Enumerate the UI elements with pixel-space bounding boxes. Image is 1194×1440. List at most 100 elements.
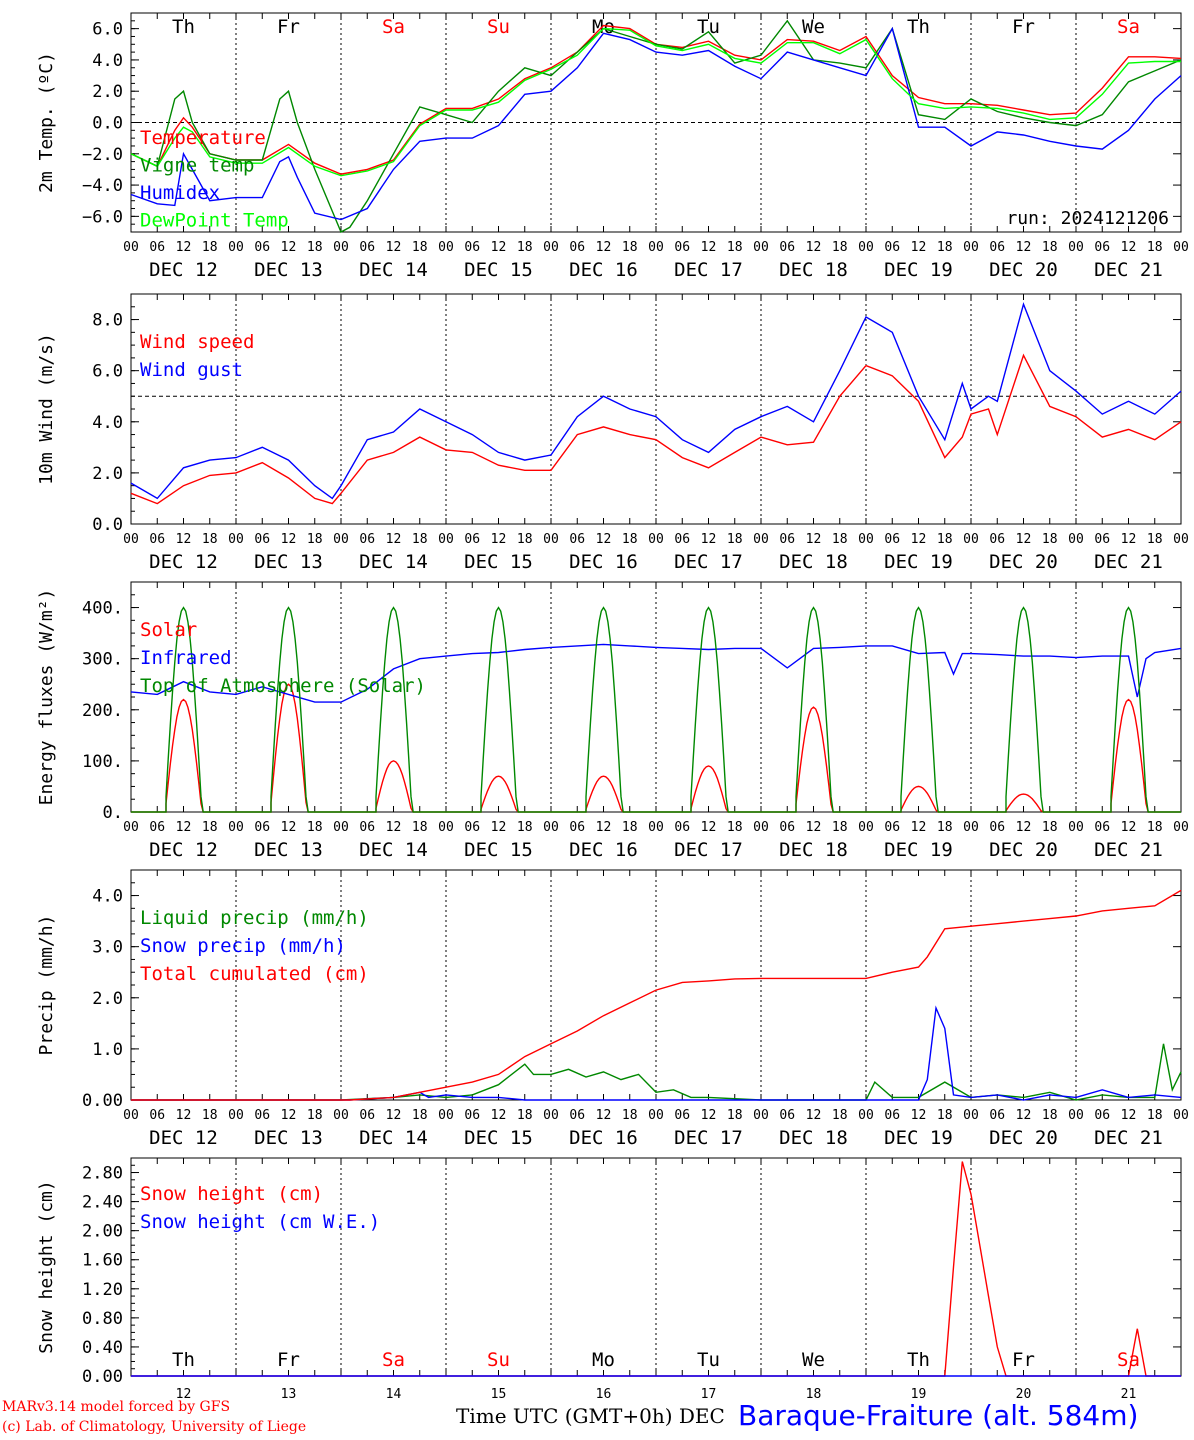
hour-tick-label: 00 (858, 820, 874, 835)
date-label: DEC 15 (464, 551, 533, 573)
hour-tick-label: 06 (674, 240, 690, 255)
hour-tick-label: 00 (1068, 1108, 1084, 1123)
hour-tick-label: 12 (911, 820, 927, 835)
hour-tick-label: 06 (989, 240, 1005, 255)
hour-tick-label: 06 (884, 532, 900, 547)
y-tick-label: 400. (82, 599, 123, 619)
hour-tick-label: 06 (1094, 1108, 1110, 1123)
weekday-label: Mo (592, 16, 615, 38)
hour-tick-label: 00 (1173, 1108, 1189, 1123)
hour-tick-label: 06 (569, 820, 585, 835)
hour-tick-label: 06 (569, 1108, 585, 1123)
hour-tick-label: 06 (1094, 240, 1110, 255)
date-label: DEC 14 (359, 551, 428, 573)
y-tick-label: 4.0 (92, 887, 123, 907)
hour-tick-label: 18 (412, 532, 428, 547)
date-label: DEC 19 (884, 259, 953, 281)
hour-tick-label: 18 (517, 532, 533, 547)
date-label: DEC 14 (359, 1127, 428, 1149)
hour-tick-label: 06 (254, 240, 270, 255)
date-label: DEC 12 (149, 1127, 218, 1149)
time-axis-month: DEC (678, 1404, 725, 1428)
legend-entry: Wind gust (140, 359, 243, 381)
panel-3: 0. 100. 200. 300. 400. Energy fluxes (W/m²) 00… (36, 581, 1189, 861)
hour-tick-label: 12 (176, 240, 192, 255)
date-label: DEC 15 (464, 1127, 533, 1149)
weekday-label: Th (907, 16, 930, 38)
panel-1: −6.0 −4.0 −2.0 0.0 2.0 4.0 6.0 2m Temp. (ºC) 00 0… (36, 12, 1189, 281)
hour-tick-label: 06 (1094, 820, 1110, 835)
weekday-label: Th (172, 1349, 195, 1371)
date-label: DEC 19 (884, 839, 953, 861)
weekday-label: Fr (277, 1349, 300, 1371)
hour-tick-label: 12 (911, 1108, 927, 1123)
day-number-label: 16 (596, 1387, 612, 1402)
hour-tick-label: 06 (989, 532, 1005, 547)
hour-tick-label: 00 (438, 820, 454, 835)
hour-tick-label: 12 (1121, 240, 1137, 255)
hour-tick-label: 00 (333, 240, 349, 255)
hour-tick-label: 06 (674, 532, 690, 547)
hour-tick-label: 00 (858, 532, 874, 547)
hour-tick-label: 06 (359, 1108, 375, 1123)
hour-tick-label: 18 (832, 820, 848, 835)
hour-tick-label: 18 (1147, 532, 1163, 547)
date-label: DEC 19 (884, 551, 953, 573)
weekday-label: Mo (592, 1349, 615, 1371)
legend-entry: Snow height (cm W.E.) (140, 1211, 380, 1233)
date-label: DEC 21 (1094, 1127, 1163, 1149)
date-label: DEC 18 (779, 1127, 848, 1149)
hour-tick-label: 00 (228, 240, 244, 255)
hour-tick-label: 12 (386, 532, 402, 547)
legend-entry: Humidex (140, 182, 220, 204)
hour-tick-label: 06 (464, 240, 480, 255)
hour-tick-label: 18 (1147, 240, 1163, 255)
weekday-label: Sa (382, 1349, 405, 1371)
hour-tick-label: 00 (1173, 820, 1189, 835)
y-axis-label: 2m Temp. (ºC) (36, 52, 57, 193)
hour-tick-label: 00 (648, 1108, 664, 1123)
hour-tick-label: 00 (963, 1108, 979, 1123)
hour-tick-label: 18 (727, 532, 743, 547)
weekday-label: Sa (1117, 1349, 1140, 1371)
date-label: DEC 13 (254, 259, 323, 281)
hour-tick-label: 18 (727, 1108, 743, 1123)
hour-tick-label: 12 (491, 240, 507, 255)
hour-tick-label: 12 (491, 820, 507, 835)
hour-tick-label: 00 (753, 1108, 769, 1123)
hour-tick-label: 12 (176, 532, 192, 547)
series-line-dewpoint-temp (130, 27, 1181, 177)
date-label: DEC 18 (779, 839, 848, 861)
y-tick-label: 0.0 (92, 114, 123, 134)
y-tick-label: 0.00 (82, 1091, 123, 1111)
day-number-label: 14 (386, 1387, 402, 1402)
hour-tick-label: 00 (333, 1108, 349, 1123)
y-tick-label: 200. (82, 701, 123, 721)
hour-tick-label: 06 (779, 240, 795, 255)
hour-tick-label: 18 (1147, 820, 1163, 835)
hour-tick-label: 18 (202, 1108, 218, 1123)
weekday-label: Fr (277, 16, 300, 38)
hour-tick-label: 06 (674, 1108, 690, 1123)
hour-tick-label: 00 (438, 1108, 454, 1123)
series-line-total-cumulated-cm- (131, 889, 1182, 1101)
hour-tick-label: 06 (254, 1108, 270, 1123)
y-tick-label: 2.0 (92, 82, 123, 102)
legend-entry: DewPoint Temp (140, 210, 289, 232)
y-tick-label: 2.40 (82, 1193, 123, 1213)
hour-tick-label: 00 (858, 240, 874, 255)
hour-tick-label: 00 (1173, 532, 1189, 547)
hour-tick-label: 18 (937, 820, 953, 835)
hour-tick-label: 06 (569, 240, 585, 255)
time-axis-label: Time UTC (GMT+0h) DEC (456, 1404, 725, 1428)
hour-tick-label: 00 (438, 240, 454, 255)
hour-tick-label: 00 (543, 532, 559, 547)
date-label: DEC 13 (254, 1127, 323, 1149)
legend-entry: Wind speed (140, 331, 254, 353)
hour-tick-label: 00 (123, 532, 139, 547)
hour-tick-label: 12 (176, 820, 192, 835)
hour-tick-label: 00 (753, 240, 769, 255)
hour-tick-label: 12 (1121, 820, 1137, 835)
weekday-label: Sa (382, 16, 405, 38)
weekday-label: Fr (1012, 1349, 1035, 1371)
